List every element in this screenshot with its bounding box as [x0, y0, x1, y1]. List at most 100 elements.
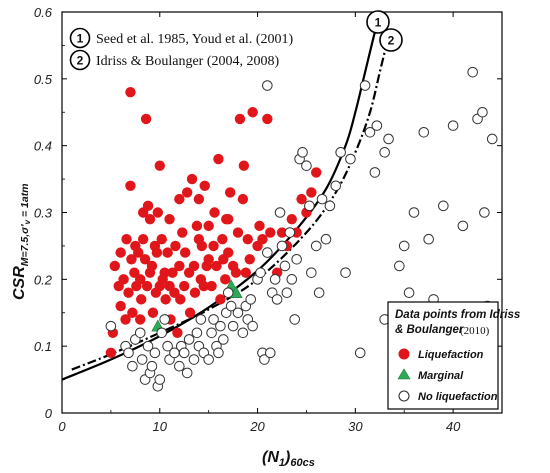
no-liquefaction-point: [134, 327, 146, 339]
no-liquefaction-point: [447, 120, 459, 131]
liquefaction-point: [180, 247, 191, 258]
curve-1-badge: 1: [366, 10, 390, 34]
no-liquefaction-point: [383, 133, 394, 145]
liquefaction-point: [311, 167, 322, 178]
no-liquefaction-point: [203, 354, 214, 365]
liquefaction-point: [137, 234, 149, 245]
legend-title-year: (2010): [460, 325, 490, 337]
y-tick-label: 0.2: [34, 272, 53, 287]
liquefaction-point: [121, 234, 132, 245]
liquefaction-point: [159, 267, 170, 278]
no-liquefaction-point: [259, 354, 270, 365]
liquefaction-point: [133, 247, 144, 258]
y-tick-label: 0.1: [34, 339, 52, 354]
y-tick-label: 0.6: [34, 5, 53, 20]
no-liquefaction-point: [379, 147, 390, 158]
liquefaction-point: [170, 240, 181, 252]
no-liquefaction-point: [398, 240, 410, 252]
tick-marks: [61, 11, 502, 414]
curve-annotation-2: 2 Idriss & Boulanger (2004, 2008): [69, 49, 279, 71]
no-liquefaction-point: [162, 340, 173, 352]
no-liquefaction-point: [335, 147, 346, 158]
y-tick-label: 0.5: [34, 72, 53, 87]
liquefaction-point: [174, 260, 185, 272]
x-tick-label: 40: [446, 419, 461, 434]
no-liquefaction-point: [149, 347, 161, 359]
curve-annotation-1: 1 Seed et al. 1985, Youd et al. (2001): [69, 27, 293, 49]
liquefaction-point: [189, 287, 201, 298]
no-liquefaction-point: [274, 207, 286, 218]
liquefaction-point: [139, 254, 151, 265]
liquefaction-point: [115, 247, 126, 258]
no-liquefaction-point: [178, 347, 190, 359]
no-liquefaction-point: [269, 274, 281, 285]
no-liquefaction-point: [301, 160, 312, 172]
liquefaction-point: [118, 274, 129, 285]
legend-marker-liquefaction: [398, 348, 410, 360]
no-liquefaction-point: [142, 340, 154, 352]
liquefaction-point: [129, 267, 140, 278]
no-liquefaction-point: [218, 334, 229, 345]
liquefaction-point: [262, 113, 273, 125]
legend-marker-no-liquefaction: [398, 390, 410, 402]
liquefaction-point: [198, 280, 209, 292]
x-tick-label: 0: [58, 419, 66, 434]
curve-2-badge: 2: [379, 28, 403, 52]
x-tick-label: 10: [153, 419, 168, 434]
legend-title-line1: Data points from Idriss: [395, 309, 520, 321]
no-liquefaction-point: [206, 327, 217, 339]
liquefaction-point: [234, 113, 246, 125]
no-liquefaction-point: [394, 260, 405, 272]
tick-labels: 0 10 20 30 40 0 0.1 0.2 0.3 0.4 0.5 0.6: [34, 5, 461, 434]
no-liquefaction-point: [310, 240, 322, 252]
liquefaction-point: [244, 254, 255, 265]
liquefaction-point: [146, 260, 158, 272]
x-tick-label: 20: [249, 419, 265, 434]
no-liquefaction-point: [208, 314, 219, 325]
y-tick-label: 0.3: [34, 206, 53, 221]
liquefaction-point: [125, 87, 136, 98]
liquefaction-point: [276, 227, 288, 238]
liquefaction-point: [211, 260, 222, 272]
no-liquefaction-point: [297, 147, 308, 158]
svg-text:1: 1: [375, 16, 382, 30]
no-liquefaction-point: [276, 240, 288, 252]
no-liquefaction-point: [457, 220, 469, 232]
liquefaction-point: [238, 160, 250, 171]
no-liquefaction-point: [340, 267, 351, 278]
liquefaction-point: [154, 160, 165, 171]
no-liquefaction-point: [237, 327, 249, 339]
liquefaction-point: [181, 187, 193, 198]
no-liquefaction-point: [181, 367, 193, 379]
no-liquefaction-point: [232, 307, 244, 319]
x-axis-label: (N1)60cs: [262, 449, 315, 469]
liquefaction-point: [125, 180, 136, 191]
liquefaction-point: [135, 274, 146, 285]
curve-1-label: Seed et al. 1985, Youd et al. (2001): [96, 32, 293, 47]
liquefaction-point: [286, 213, 297, 225]
no-liquefaction-point: [123, 347, 134, 359]
liquefaction-point: [296, 193, 307, 205]
no-liquefaction-point: [174, 360, 185, 372]
liquefaction-point: [186, 173, 198, 185]
liquefaction-point: [184, 307, 196, 318]
no-liquefaction-point: [403, 287, 415, 299]
liquefaction-point: [164, 213, 175, 225]
no-liquefaction-point: [316, 193, 328, 205]
liquefaction-point: [120, 314, 131, 325]
liquefaction-point: [203, 220, 214, 232]
liquefaction-point: [254, 220, 265, 232]
no-liquefaction-point: [320, 233, 332, 245]
data-markers: [105, 66, 498, 392]
no-liquefaction-point: [222, 287, 234, 299]
no-liquefaction-point: [225, 300, 237, 312]
no-liquefaction-point: [364, 127, 376, 138]
liquefaction-point: [175, 294, 186, 305]
no-liquefaction-point: [467, 66, 478, 78]
curve-2-line: [71, 31, 391, 371]
liquefaction-point: [232, 227, 244, 238]
no-liquefaction-point: [371, 120, 383, 131]
no-liquefaction-point: [408, 207, 420, 218]
no-liquefaction-point: [183, 334, 195, 345]
